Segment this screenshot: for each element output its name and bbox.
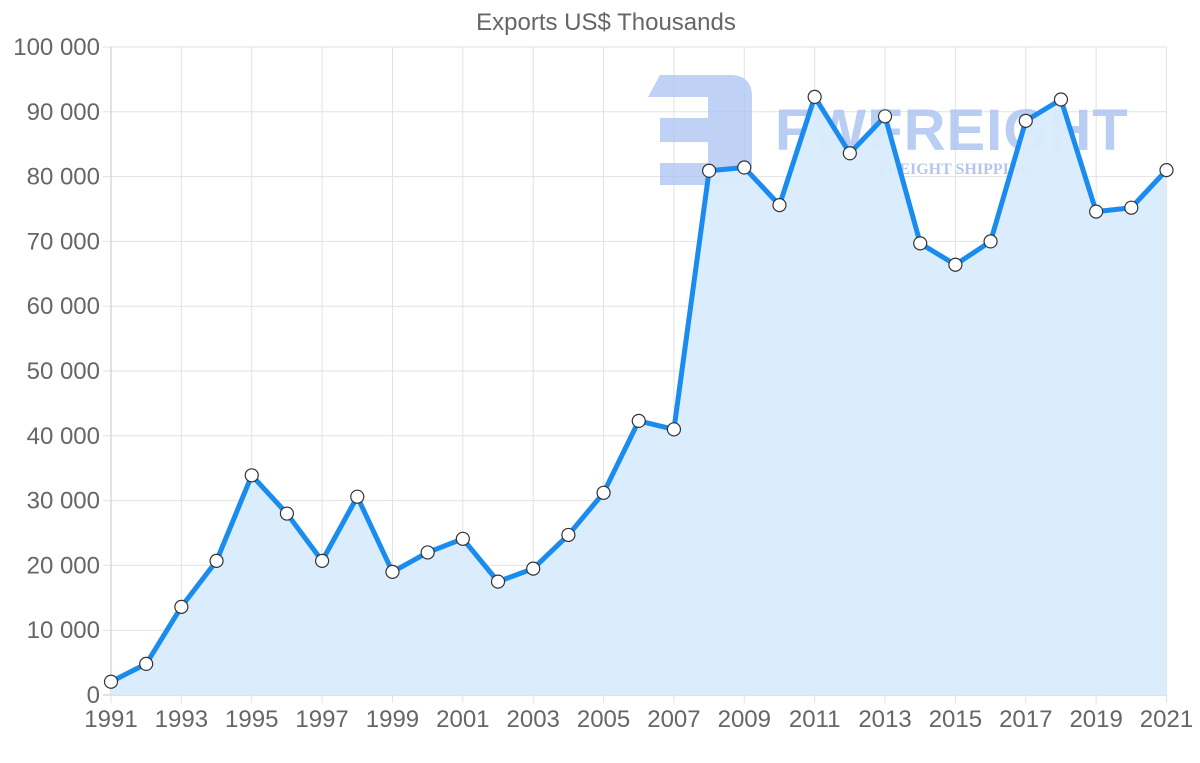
y-tick-label: 60 000: [27, 293, 100, 320]
area-fill: [111, 96, 1167, 696]
data-point-2006[interactable]: [631, 413, 646, 428]
x-tick-label: 2019: [1069, 706, 1122, 733]
data-point-2000[interactable]: [420, 545, 435, 560]
y-tick-label: 100 000: [13, 34, 100, 61]
y-tick-label: 50 000: [27, 358, 100, 385]
data-point-2017[interactable]: [1018, 113, 1033, 128]
x-tick-label: 2003: [507, 706, 560, 733]
data-point-1992[interactable]: [139, 656, 154, 671]
data-point-2002[interactable]: [490, 574, 506, 589]
data-markers: [103, 89, 1174, 689]
data-point-2016[interactable]: [983, 234, 998, 249]
data-point-2021[interactable]: [1159, 163, 1174, 178]
y-tick-label: 40 000: [27, 423, 100, 450]
data-point-2004[interactable]: [561, 527, 576, 543]
x-tick-label: 2007: [647, 706, 700, 733]
x-tick-label: 2015: [929, 706, 982, 733]
data-point-2011[interactable]: [807, 89, 822, 104]
y-tick-label: 20 000: [27, 552, 100, 579]
y-tick-label: 10 000: [27, 617, 100, 644]
watermark-logo-icon: [648, 75, 752, 185]
data-point-2009[interactable]: [737, 160, 752, 175]
data-point-2012[interactable]: [842, 146, 857, 161]
data-point-2015[interactable]: [948, 257, 963, 272]
data-point-1993[interactable]: [174, 599, 189, 614]
x-tick-label: 2005: [577, 706, 630, 733]
data-point-2008[interactable]: [702, 163, 717, 178]
data-point-2005[interactable]: [596, 485, 611, 500]
data-point-2018[interactable]: [1053, 92, 1069, 107]
x-tick-label: 1999: [366, 706, 419, 733]
data-point-2007[interactable]: [666, 422, 682, 437]
x-tick-label: 2021: [1140, 706, 1193, 733]
data-point-1999[interactable]: [385, 564, 400, 579]
data-point-1991[interactable]: [103, 674, 119, 689]
watermark-tagline: FREIGHT SHIPPING: [878, 161, 1033, 178]
y-axis-ticks: 0 10 000 20 000 30 000 40 000 50 000 60 000 70 …: [13, 34, 100, 709]
data-point-2020[interactable]: [1124, 200, 1139, 215]
x-axis-ticks: 1991 1993 1995 1997 1999 2001 2003 2005 2007 2009…: [84, 706, 1193, 733]
data-point-1998[interactable]: [350, 489, 365, 504]
x-tick-label: 1997: [295, 706, 348, 733]
data-point-1997[interactable]: [315, 553, 330, 568]
data-point-2010[interactable]: [772, 198, 787, 213]
area-path: [111, 96, 1167, 696]
chart-title: Exports US$ Thousands: [476, 9, 736, 36]
x-tick-label: 2009: [718, 706, 771, 733]
data-point-2003[interactable]: [526, 561, 541, 576]
data-point-1996[interactable]: [279, 506, 295, 521]
x-tick-label: 1995: [225, 706, 278, 733]
y-tick-label: 30 000: [27, 488, 100, 515]
data-point-1994[interactable]: [209, 553, 224, 568]
y-tick-label: 90 000: [27, 99, 100, 126]
x-tick-label: 2011: [789, 706, 841, 733]
data-point-1995[interactable]: [244, 468, 259, 483]
x-tick-label: 2013: [858, 706, 911, 733]
y-tick-label: 80 000: [27, 164, 100, 191]
y-tick-label: 0: [87, 682, 100, 709]
data-point-2014[interactable]: [913, 236, 928, 251]
data-point-2001[interactable]: [455, 531, 470, 546]
x-tick-label: 2017: [999, 706, 1052, 733]
x-tick-label: 1993: [155, 706, 208, 733]
y-tick-label: 70 000: [27, 228, 100, 255]
x-tick-label: 2001: [436, 706, 489, 733]
data-point-2019[interactable]: [1089, 204, 1104, 219]
data-point-2013[interactable]: [877, 109, 893, 124]
x-tick-label: 1991: [84, 706, 137, 733]
